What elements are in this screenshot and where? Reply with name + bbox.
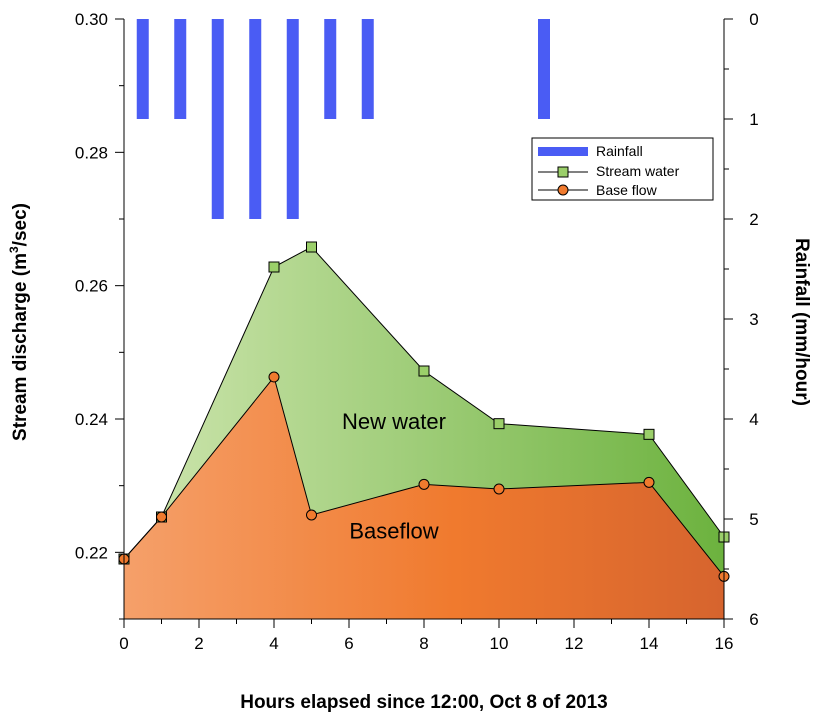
rainfall-bar bbox=[286, 19, 299, 219]
rainfall-bar bbox=[174, 19, 187, 119]
x-tick-label: 4 bbox=[269, 634, 278, 653]
rainfall-bar bbox=[249, 19, 262, 219]
x-axis-title: Hours elapsed since 12:00, Oct 8 of 2013 bbox=[240, 692, 608, 713]
base-flow-line bbox=[123, 375, 725, 577]
legend-marker-base-flow bbox=[557, 184, 569, 196]
area-layer bbox=[124, 247, 724, 619]
rainfall-bar bbox=[136, 19, 149, 119]
stream-water-point bbox=[643, 428, 655, 440]
legend-label-stream-water: Stream water bbox=[596, 163, 680, 179]
y-axis-right-title: Rainfall (mm/hour) bbox=[791, 238, 812, 406]
y-left-tick-label: 0.26 bbox=[75, 277, 108, 296]
y-right-tick-label: 5 bbox=[749, 510, 758, 529]
legend-swatch-rainfall bbox=[538, 147, 588, 156]
rainfall-bar bbox=[361, 19, 374, 119]
base-flow-point bbox=[268, 371, 280, 383]
legend: Rainfall Stream water Base flow bbox=[531, 137, 714, 201]
y-right-tick-label: 6 bbox=[749, 610, 758, 629]
y-right-tick-label: 1 bbox=[749, 110, 758, 129]
x-tick-label: 16 bbox=[715, 634, 734, 653]
baseflow-area bbox=[124, 377, 724, 619]
base-flow-point bbox=[493, 483, 505, 495]
x-tick-label: 2 bbox=[194, 634, 203, 653]
x-tick-label: 6 bbox=[344, 634, 353, 653]
rain-bar-layer bbox=[136, 19, 550, 219]
stream-water-point bbox=[268, 261, 280, 273]
area-annotation: New water bbox=[342, 409, 446, 434]
y-axis-left-title: Stream discharge (m3/sec) bbox=[7, 203, 31, 441]
x-tick-label: 12 bbox=[565, 634, 584, 653]
stream-water-point bbox=[306, 241, 317, 253]
x-tick-label: 10 bbox=[490, 634, 509, 653]
y-right-tick-label: 0 bbox=[749, 10, 758, 29]
y-left-tick-label: 0.28 bbox=[75, 143, 108, 162]
legend-marker-stream-water bbox=[557, 166, 569, 178]
y-left-tick-label: 0.22 bbox=[75, 543, 108, 562]
base-flow-point bbox=[156, 511, 167, 523]
area-annotation: Baseflow bbox=[349, 518, 438, 543]
stream-water-point bbox=[493, 418, 505, 430]
y-right-tick-label: 4 bbox=[749, 410, 758, 429]
legend-label-rainfall: Rainfall bbox=[596, 143, 643, 159]
y-axis-left-title-suffix: /sec) bbox=[10, 203, 31, 246]
y-left-tick-label: 0.24 bbox=[75, 410, 108, 429]
rainfall-bar bbox=[324, 19, 337, 119]
base-flow-point bbox=[418, 478, 430, 490]
text-layer: Hours elapsed since 12:00, Oct 8 of 2013… bbox=[7, 10, 812, 713]
axes-layer bbox=[115, 18, 733, 628]
stream-water-point bbox=[418, 365, 430, 377]
y-right-tick-label: 2 bbox=[749, 210, 758, 229]
x-tick-label: 0 bbox=[119, 634, 128, 653]
x-tick-label: 8 bbox=[419, 634, 428, 653]
rainfall-bar bbox=[538, 19, 550, 119]
y-left-tick-label: 0.30 bbox=[75, 10, 108, 29]
new-water-area bbox=[124, 247, 724, 577]
y-right-tick-label: 3 bbox=[749, 310, 758, 329]
rainfall-bar bbox=[211, 19, 224, 219]
y-axis-left-title-sup: 3 bbox=[7, 246, 21, 253]
stream-water-line bbox=[123, 246, 725, 560]
y-axis-left-title-prefix: Stream discharge (m bbox=[10, 253, 31, 441]
base-flow-point bbox=[306, 509, 317, 521]
base-flow-point bbox=[643, 476, 655, 488]
legend-label-base-flow: Base flow bbox=[596, 182, 658, 198]
x-tick-label: 14 bbox=[640, 634, 659, 653]
